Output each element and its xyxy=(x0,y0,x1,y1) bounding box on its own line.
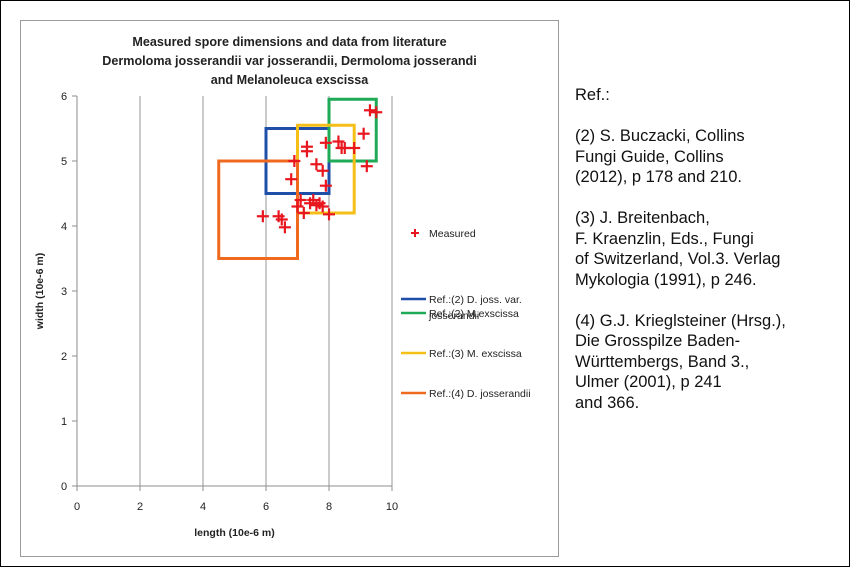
x-axis-label: length (10e-6 m) xyxy=(194,527,275,539)
reference-line: and 366. xyxy=(575,393,640,412)
measured-point xyxy=(310,158,323,171)
measured-point xyxy=(316,164,329,177)
y-tick-label: 0 xyxy=(61,481,67,493)
references-list: (2) S. Buczacki, Collins Fungi Guide, Col… xyxy=(575,126,835,413)
y-tick-label: 4 xyxy=(61,221,67,233)
legend-label: Ref.:(2) D. joss. var. xyxy=(429,294,522,306)
x-tick-label: 8 xyxy=(326,501,332,513)
legend-label: Ref.:(3) M. exscissa xyxy=(429,348,522,360)
measured-point xyxy=(370,106,383,119)
reference-line: Fungi Guide, Collins xyxy=(575,147,724,166)
reference-line: (2) S. Buczacki, Collins xyxy=(575,127,745,145)
measured-point xyxy=(332,135,345,148)
reference-line: Mykologia (1991), p 246. xyxy=(575,270,757,289)
measured-point xyxy=(294,194,307,206)
reference-item: (3) J. Breitenbach, F. Kraenzlin, Eds., F… xyxy=(575,208,835,290)
x-tick-label: 10 xyxy=(386,501,398,513)
measured-point xyxy=(348,142,361,154)
y-tick-label: 2 xyxy=(61,351,67,363)
legend-label: Ref.:(4) D. josserandii xyxy=(429,388,531,400)
reference-rectangle xyxy=(217,159,299,260)
legend-marker-measured xyxy=(411,229,419,237)
y-tick-label: 6 xyxy=(61,91,67,103)
reference-line: of Switzerland, Vol.3. Verlag xyxy=(575,250,781,268)
reference-line: (4) G.J. Krieglsteiner (Hrsg.), xyxy=(575,311,786,330)
measured-point xyxy=(291,200,304,213)
measured-point xyxy=(319,179,332,192)
legend-label: josserandii xyxy=(428,310,479,322)
legend-label-measured: Measured xyxy=(429,228,476,240)
measured-point xyxy=(363,104,376,117)
x-tick-label: 4 xyxy=(200,501,206,513)
measured-point xyxy=(316,200,329,213)
reference-item: (2) S. Buczacki, Collins Fungi Guide, Col… xyxy=(575,126,835,188)
y-tick-label: 3 xyxy=(61,286,67,298)
reference-line: (2012), p 178 and 210. xyxy=(575,168,742,186)
chart-svg: 0 1 2 3 4 5 6 0 2 4 6 8 10 length (10e-6 m) width (10e… xyxy=(34,91,531,539)
references-heading: Ref.: xyxy=(575,86,610,104)
measured-point xyxy=(275,213,288,226)
measured-point xyxy=(285,173,298,186)
measured-point xyxy=(297,207,310,219)
x-tick-label: 6 xyxy=(263,501,269,513)
legend-label: Ref.:(2) M.exscissa xyxy=(429,308,519,320)
measured-point xyxy=(256,210,269,223)
chart-title-line-3: and Melanoleuca exscissa xyxy=(210,73,369,87)
chart-title: Measured spore dimensions and data from … xyxy=(21,33,558,90)
measured-point xyxy=(357,127,370,140)
reference-line: F. Kraenzlin, Eds., Fungi xyxy=(575,229,754,248)
references-panel: Ref.: (2) S. Buczacki, Collins Fungi Guid… xyxy=(575,85,835,434)
chart-area: Measured spore dimensions and data from … xyxy=(20,20,559,557)
reference-rectangle xyxy=(327,97,378,163)
y-tick-label: 1 xyxy=(61,416,67,428)
reference-line: Die Grosspilze Baden- xyxy=(575,332,741,350)
measured-point xyxy=(323,208,335,221)
chart-title-line-1: Measured spore dimensions and data from … xyxy=(132,35,447,49)
reference-item: (4) G.J. Krieglsteiner (Hrsg.), Die Gross… xyxy=(575,311,835,414)
x-tick-label: 2 xyxy=(137,501,143,513)
measured-point xyxy=(360,160,373,173)
chart-title-line-2: Dermoloma josserandii var josserandii, D… xyxy=(102,54,477,68)
reference-line: Württembergs, Band 3., xyxy=(575,352,750,371)
measured-point xyxy=(319,136,332,149)
measured-point xyxy=(300,145,313,158)
y-axis-label: width (10e-6 m) xyxy=(34,253,46,330)
measured-point xyxy=(278,221,291,234)
x-tick-label: 0 xyxy=(74,501,80,513)
reference-line: (3) J. Breitenbach, xyxy=(575,209,710,227)
measured-point xyxy=(288,155,301,167)
reference-line: Ulmer (2001), p 241 xyxy=(575,373,722,391)
y-tick-label: 5 xyxy=(61,156,67,168)
